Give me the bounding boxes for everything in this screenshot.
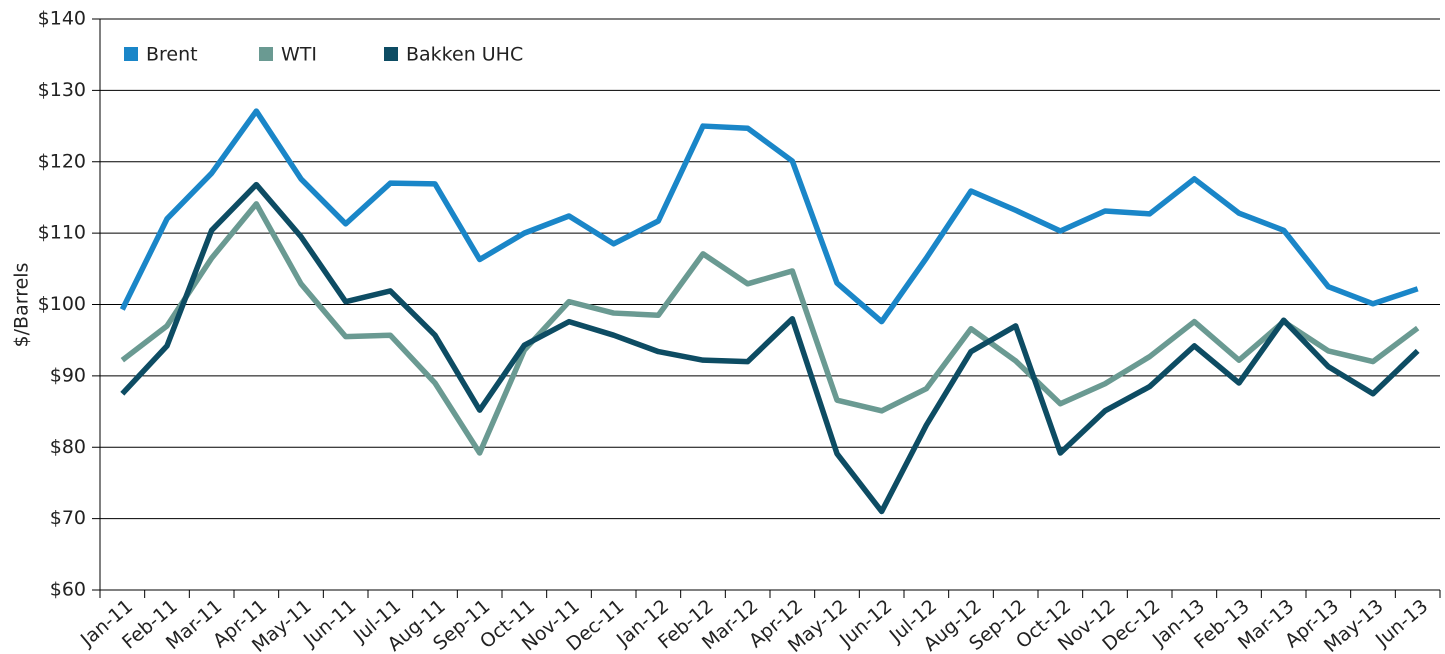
y-tick-label: $60	[50, 579, 86, 601]
legend-label: Bakken UHC	[406, 44, 523, 66]
series-line	[120, 201, 1420, 456]
y-tick-label: $90	[50, 364, 86, 386]
y-tick-label: $120	[38, 150, 86, 172]
y-tick-label: $130	[38, 79, 86, 101]
y-tick-label: $70	[50, 507, 86, 529]
y-tick-label: $110	[38, 222, 86, 244]
y-tick-label: $80	[50, 436, 86, 458]
y-tick-label: $140	[38, 8, 86, 30]
legend-swatch	[384, 47, 398, 61]
legend-label: WTI	[281, 44, 317, 66]
legend-swatch	[259, 47, 273, 61]
legend-swatch	[124, 47, 138, 61]
y-axis-label: $/Barrels	[11, 263, 33, 348]
y-tick-label: $100	[38, 293, 86, 315]
series-line	[120, 181, 1420, 515]
legend-label: Brent	[146, 44, 198, 66]
series-line	[119, 108, 1419, 325]
